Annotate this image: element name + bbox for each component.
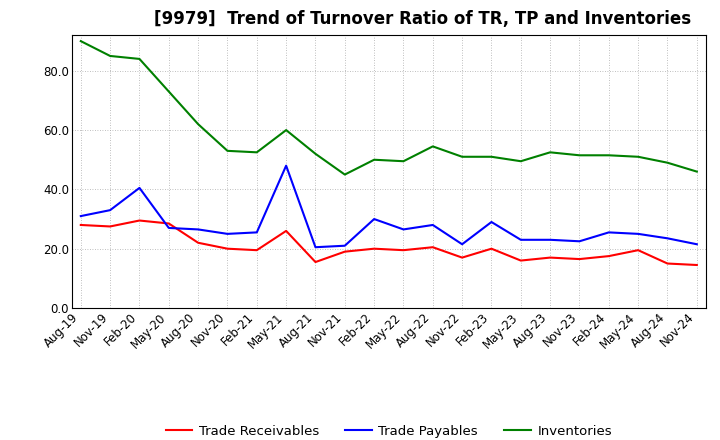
Inventories [311, 151, 320, 157]
Trade Payables [693, 242, 701, 247]
Trade Payables [487, 220, 496, 225]
Inventories [164, 89, 173, 94]
Inventories [458, 154, 467, 159]
Line: Trade Receivables: Trade Receivables [81, 220, 697, 265]
Inventories [135, 56, 144, 62]
Trade Receivables [693, 262, 701, 268]
Trade Receivables [546, 255, 554, 260]
Inventories [575, 153, 584, 158]
Trade Receivables [663, 261, 672, 266]
Line: Trade Payables: Trade Payables [81, 166, 697, 247]
Inventories [370, 157, 379, 162]
Trade Receivables [399, 248, 408, 253]
Trade Receivables [282, 228, 290, 234]
Trade Payables [399, 227, 408, 232]
Inventories [76, 38, 85, 44]
Trade Receivables [487, 246, 496, 251]
Trade Payables [370, 216, 379, 222]
Trade Receivables [135, 218, 144, 223]
Inventories [663, 160, 672, 165]
Trade Receivables [76, 222, 85, 227]
Inventories [487, 154, 496, 159]
Trade Payables [223, 231, 232, 237]
Inventories [605, 153, 613, 158]
Trade Receivables [605, 253, 613, 259]
Trade Payables [428, 222, 437, 227]
Trade Payables [311, 245, 320, 250]
Trade Receivables [575, 257, 584, 262]
Trade Payables [341, 243, 349, 248]
Trade Payables [106, 208, 114, 213]
Line: Inventories: Inventories [81, 41, 697, 175]
Trade Receivables [458, 255, 467, 260]
Trade Payables [164, 225, 173, 231]
Trade Receivables [428, 245, 437, 250]
Trade Payables [546, 237, 554, 242]
Inventories [223, 148, 232, 154]
Trade Payables [253, 230, 261, 235]
Trade Receivables [634, 248, 642, 253]
Trade Payables [663, 236, 672, 241]
Inventories [399, 158, 408, 164]
Trade Payables [575, 238, 584, 244]
Trade Payables [605, 230, 613, 235]
Inventories [634, 154, 642, 159]
Trade Payables [194, 227, 202, 232]
Inventories [546, 150, 554, 155]
Inventories [194, 121, 202, 127]
Inventories [516, 158, 525, 164]
Trade Receivables [516, 258, 525, 263]
Trade Payables [282, 163, 290, 169]
Inventories [341, 172, 349, 177]
Trade Receivables [311, 260, 320, 265]
Inventories [106, 53, 114, 59]
Trade Payables [76, 213, 85, 219]
Trade Payables [634, 231, 642, 237]
Trade Receivables [106, 224, 114, 229]
Trade Payables [516, 237, 525, 242]
Trade Receivables [341, 249, 349, 254]
Text: [9979]  Trend of Turnover Ratio of TR, TP and Inventories: [9979] Trend of Turnover Ratio of TR, TP… [154, 10, 691, 28]
Inventories [282, 128, 290, 133]
Inventories [253, 150, 261, 155]
Trade Receivables [223, 246, 232, 251]
Trade Receivables [253, 248, 261, 253]
Legend: Trade Receivables, Trade Payables, Inventories: Trade Receivables, Trade Payables, Inven… [161, 420, 617, 440]
Trade Receivables [194, 240, 202, 246]
Trade Receivables [164, 221, 173, 226]
Trade Payables [458, 242, 467, 247]
Trade Receivables [370, 246, 379, 251]
Inventories [693, 169, 701, 174]
Inventories [428, 144, 437, 149]
Trade Payables [135, 185, 144, 191]
